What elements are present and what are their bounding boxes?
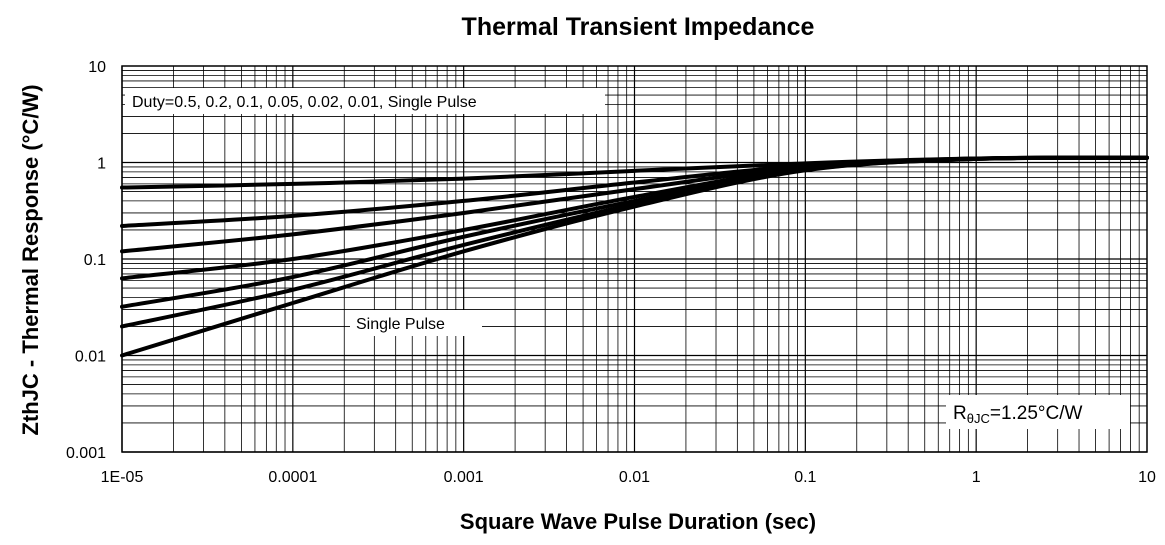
- y-tick-label: 10: [88, 59, 106, 76]
- rth-value: =1.25°C/W: [990, 403, 1083, 424]
- x-tick-label: 1: [972, 469, 981, 486]
- rth-prefix: R: [953, 403, 967, 424]
- y-tick-label: 0.01: [75, 349, 106, 366]
- series-group: [120, 155, 1149, 358]
- tick-labels: 1E-05 0.0001 0.001 0.01 0.1 1 10 0.001 0.01 0.1 1 1…: [66, 59, 1156, 486]
- grid: [121, 66, 1147, 453]
- x-axis-title: Square Wave Pulse Duration (sec): [460, 509, 816, 534]
- duty-label: Duty=0.5, 0.2, 0.1, 0.05, 0.02, 0.01, Si…: [132, 94, 477, 111]
- y-tick-label: 1: [97, 156, 106, 173]
- single-pulse-label-box: [350, 310, 482, 336]
- rth-label-box: [946, 395, 1130, 429]
- x-tick-label: 0.001: [444, 469, 484, 486]
- x-tick-label: 10: [1138, 469, 1156, 486]
- x-tick-label: 0.0001: [268, 469, 317, 486]
- y-tick-label: 0.001: [66, 445, 106, 462]
- x-tick-label: 0.01: [619, 469, 650, 486]
- rth-label: RθJC=1.25°C/W: [953, 403, 1083, 426]
- single-pulse-label: Single Pulse: [356, 316, 445, 333]
- series-line-7: [120, 155, 1149, 358]
- plot-frame: [121, 65, 1148, 453]
- y-tick-label: 0.1: [84, 252, 106, 269]
- y-axis-title: ZthJC - Thermal Response (°C/W): [18, 84, 43, 435]
- x-tick-label: 1E-05: [101, 469, 144, 486]
- rth-subscript: θJC: [967, 411, 990, 426]
- x-tick-label: 0.1: [794, 469, 816, 486]
- duty-label-box: [125, 88, 605, 114]
- chart-title: Thermal Transient Impedance: [462, 13, 815, 41]
